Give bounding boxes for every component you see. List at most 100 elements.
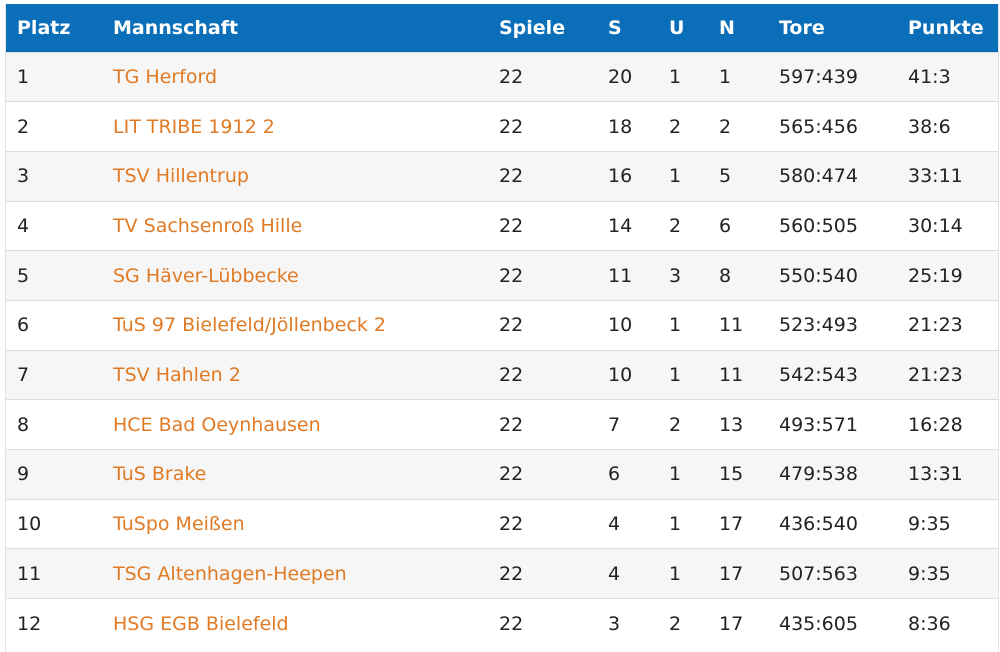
cell-niederlagen: 6 [719,214,732,237]
table-row: 5 SG Häver-Lübbecke 22 11 3 8 550:540 25:19 [6,250,998,301]
team-link[interactable]: TuS Brake [113,463,207,486]
cell-niederlagen: 11 [719,363,744,386]
cell-platz: 7 [17,363,30,386]
cell-siege: 7 [608,413,621,436]
cell-tore: 597:439 [779,65,858,88]
cell-platz: 8 [17,413,30,436]
table-row: 7 TSV Hahlen 2 22 10 1 11 542:543 21:23 [6,350,998,400]
cell-tore: 479:538 [779,463,858,486]
cell-punkte: 8:36 [908,612,951,635]
cell-siege: 10 [608,314,633,337]
team-link[interactable]: TuSpo Meißen [113,513,245,536]
cell-platz: 9 [17,463,30,486]
header-tore: Tore [779,4,908,52]
cell-punkte: 25:19 [908,264,963,287]
cell-tore: 523:493 [779,314,858,337]
cell-team: LIT TRIBE 1912 2 [113,102,499,152]
table-row: 11 TSG Altenhagen-Heepen 22 4 1 17 507:563 9:35 [6,548,998,599]
header-punkte: Punkte [908,4,998,52]
cell-siege: 6 [608,463,621,486]
table-row: 4 TV Sachsenroß Hille 22 14 2 6 560:505 30:14 [6,201,998,251]
cell-niederlagen: 17 [719,612,744,635]
cell-team: TG Herford [113,52,499,102]
cell-spiele: 22 [499,264,524,287]
cell-siege: 14 [608,214,633,237]
team-link[interactable]: TSV Hahlen 2 [113,363,241,386]
cell-tore: 560:505 [779,214,858,237]
cell-team: TuS Brake [113,450,499,500]
cell-spiele: 22 [499,214,524,237]
cell-unentschieden: 2 [669,214,682,237]
team-link[interactable]: SG Häver-Lübbecke [113,264,299,287]
cell-punkte: 21:23 [908,363,963,386]
cell-team: TuS 97 Bielefeld/Jöllenbeck 2 [113,300,499,350]
cell-team: TV Sachsenroß Hille [113,201,499,251]
cell-punkte: 33:11 [908,165,963,188]
cell-team: HSG EGB Bielefeld [113,599,499,649]
team-link[interactable]: TSV Hillentrup [113,165,249,188]
cell-spiele: 22 [499,314,524,337]
cell-unentschieden: 1 [669,165,682,188]
cell-niederlagen: 17 [719,513,744,536]
header-siege: S [608,4,669,52]
team-link[interactable]: HCE Bad Oeynhausen [113,413,321,436]
cell-tore: 550:540 [779,264,858,287]
cell-punkte: 21:23 [908,314,963,337]
header-niederlagen: N [719,4,779,52]
header-spiele: Spiele [499,4,608,52]
cell-unentschieden: 1 [669,314,682,337]
cell-spiele: 22 [499,413,524,436]
cell-tore: 580:474 [779,165,858,188]
cell-platz: 3 [17,165,30,188]
cell-punkte: 30:14 [908,214,963,237]
cell-unentschieden: 3 [669,264,682,287]
table-row: 2 LIT TRIBE 1912 2 22 18 2 2 565:456 38:6 [6,101,998,152]
cell-unentschieden: 2 [669,413,682,436]
cell-team: SG Häver-Lübbecke [113,251,499,301]
team-link[interactable]: TV Sachsenroß Hille [113,214,303,237]
team-link[interactable]: TSG Altenhagen-Heepen [113,562,347,585]
cell-platz: 6 [17,314,30,337]
cell-team: HCE Bad Oeynhausen [113,400,499,450]
cell-team: TSV Hahlen 2 [113,350,499,400]
cell-unentschieden: 1 [669,65,682,88]
cell-niederlagen: 15 [719,463,744,486]
standings-table-container: Platz Mannschaft Spiele S U N Tore Punkt… [5,4,999,652]
cell-siege: 3 [608,612,621,635]
cell-spiele: 22 [499,115,524,138]
cell-punkte: 16:28 [908,413,963,436]
team-link[interactable]: TuS 97 Bielefeld/Jöllenbeck 2 [113,314,387,337]
cell-punkte: 9:35 [908,513,951,536]
team-link[interactable]: HSG EGB Bielefeld [113,612,289,635]
cell-niederlagen: 5 [719,165,732,188]
cell-tore: 435:605 [779,612,858,635]
cell-siege: 4 [608,513,621,536]
cell-punkte: 9:35 [908,562,951,585]
cell-punkte: 41:3 [908,65,951,88]
cell-tore: 542:543 [779,363,858,386]
cell-spiele: 22 [499,562,524,585]
header-mannschaft: Mannschaft [113,4,499,52]
cell-platz: 11 [17,562,42,585]
cell-unentschieden: 1 [669,562,682,585]
cell-siege: 18 [608,115,633,138]
cell-siege: 10 [608,363,633,386]
cell-spiele: 22 [499,513,524,536]
cell-tore: 565:456 [779,115,858,138]
cell-unentschieden: 1 [669,363,682,386]
table-row: 9 TuS Brake 22 6 1 15 479:538 13:31 [6,449,998,500]
team-link[interactable]: TG Herford [113,65,218,88]
cell-siege: 20 [608,65,633,88]
cell-platz: 1 [17,65,30,88]
cell-platz: 12 [17,612,42,635]
cell-niederlagen: 13 [719,413,744,436]
cell-punkte: 38:6 [908,115,951,138]
cell-siege: 11 [608,264,633,287]
table-row: 6 TuS 97 Bielefeld/Jöllenbeck 2 22 10 1 11 523… [6,300,998,351]
table-row: 8 HCE Bad Oeynhausen 22 7 2 13 493:571 16:28 [6,399,998,450]
header-platz: Platz [6,4,113,52]
header-unentschieden: U [669,4,719,52]
team-link[interactable]: LIT TRIBE 1912 2 [113,115,275,138]
table-header-row: Platz Mannschaft Spiele S U N Tore Punkt… [6,4,998,52]
cell-spiele: 22 [499,363,524,386]
